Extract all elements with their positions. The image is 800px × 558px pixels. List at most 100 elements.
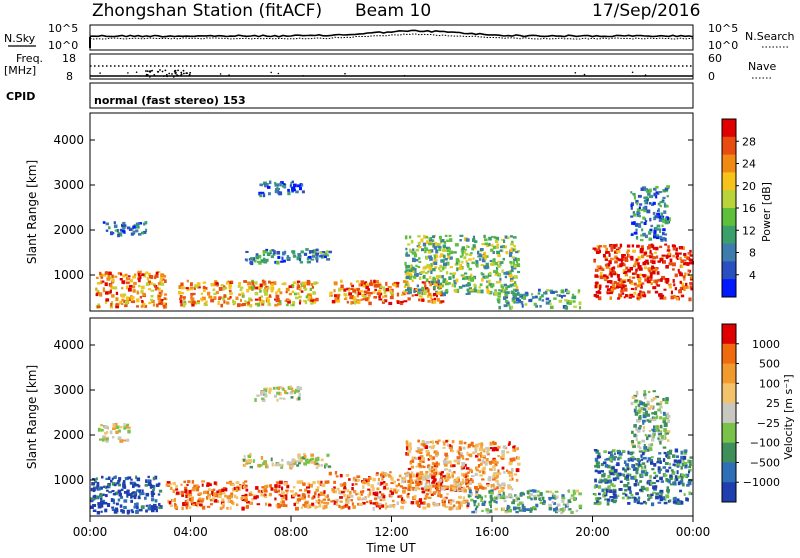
- heatmap-cell: [647, 191, 651, 196]
- heatmap-cell: [213, 292, 217, 296]
- heatmap-cell: [102, 287, 105, 291]
- heatmap-cell: [662, 411, 666, 416]
- heatmap-cell: [637, 496, 641, 500]
- heatmap-cell: [631, 396, 636, 399]
- heatmap-cell: [617, 247, 621, 250]
- heatmap-cell: [350, 300, 353, 305]
- heatmap-cell: [666, 249, 671, 252]
- heatmap-cell: [493, 500, 496, 503]
- heatmap-cell: [465, 458, 469, 461]
- heatmap-cell: [505, 251, 509, 255]
- heatmap-cell: [418, 474, 421, 478]
- heatmap-cell: [492, 251, 495, 254]
- heatmap-cell: [326, 254, 330, 257]
- heatmap-cell: [422, 443, 426, 447]
- heatmap-cell: [477, 458, 481, 462]
- heatmap-cell: [505, 300, 509, 303]
- heatmap-cell: [660, 434, 664, 439]
- heatmap-cell: [446, 262, 450, 266]
- heatmap-cell: [432, 491, 436, 495]
- heatmap-cell: [313, 300, 317, 304]
- heatmap-cell: [126, 489, 130, 494]
- heatmap-cell: [97, 289, 100, 292]
- heatmap-cell: [396, 300, 400, 304]
- heatmap-cell: [492, 440, 495, 445]
- heatmap-cell: [343, 487, 347, 490]
- heatmap-cell: [345, 498, 349, 502]
- heatmap-cell: [126, 423, 130, 426]
- heatmap-cell: [100, 510, 103, 513]
- heatmap-cell: [637, 262, 640, 266]
- heatmap-cell: [668, 451, 672, 455]
- heatmap-cell: [561, 499, 565, 503]
- heatmap-cell: [290, 181, 293, 185]
- heatmap-cell: [436, 242, 441, 247]
- heatmap-cell: [460, 455, 465, 458]
- heatmap-cell: [554, 290, 557, 293]
- heatmap-cell: [504, 511, 509, 514]
- heatmap-cell: [290, 396, 294, 399]
- heatmap-cell: [471, 261, 475, 265]
- heatmap-cell: [682, 458, 685, 462]
- heatmap-cell: [122, 274, 125, 278]
- heatmap-cell: [411, 279, 414, 282]
- heatmap-cell: [105, 300, 108, 304]
- heatmap-cell: [446, 493, 449, 496]
- heatmap-cell: [646, 255, 649, 258]
- heatmap-cell: [115, 430, 119, 434]
- heatmap-cell: [643, 266, 647, 270]
- heatmap-cell: [178, 290, 182, 295]
- heatmap-cell: [474, 472, 478, 476]
- heatmap-cell: [226, 301, 230, 305]
- heatmap-cell: [560, 295, 563, 299]
- heatmap-cell: [658, 433, 662, 436]
- heatmap-cell: [484, 242, 488, 246]
- colorbar-tick-label: 8: [749, 247, 756, 260]
- heatmap-cell: [500, 245, 504, 249]
- heatmap-cell: [118, 493, 122, 497]
- heatmap-cell: [415, 473, 419, 478]
- heatmap-cell: [666, 278, 670, 282]
- heatmap-cell: [362, 501, 366, 505]
- heatmap-cell: [307, 256, 312, 259]
- freq-point: [127, 72, 129, 74]
- heatmap-cell: [175, 485, 178, 489]
- heatmap-cell: [659, 204, 662, 208]
- heatmap-cell: [307, 260, 311, 264]
- heatmap-cell: [496, 447, 499, 452]
- heatmap-cell: [121, 229, 125, 233]
- heatmap-cell: [679, 500, 683, 504]
- heatmap-cell: [533, 496, 537, 501]
- heatmap-cell: [155, 483, 160, 487]
- heatmap-cell: [637, 459, 641, 463]
- heatmap-cell: [522, 296, 527, 300]
- heatmap-cell: [646, 400, 650, 405]
- heatmap-cell: [626, 466, 630, 469]
- heatmap-cell: [553, 494, 556, 497]
- heatmap-cell: [254, 298, 259, 301]
- heatmap-cell: [483, 466, 486, 469]
- heatmap-cell: [494, 262, 499, 266]
- heatmap-cell: [145, 282, 150, 286]
- heatmap-cell: [453, 459, 457, 463]
- heatmap-cell: [238, 282, 241, 286]
- heatmap-cell: [298, 489, 303, 492]
- heatmap-cell: [648, 269, 651, 272]
- heatmap-cell: [438, 491, 441, 495]
- heatmap-cell: [526, 508, 530, 511]
- heatmap-cell: [200, 292, 203, 295]
- heatmap-cell: [408, 269, 413, 273]
- heatmap-cell: [566, 299, 571, 302]
- heatmap-cell: [277, 255, 281, 259]
- heatmap-cell: [608, 260, 612, 265]
- heatmap-cell: [326, 258, 331, 261]
- heatmap-cell: [444, 479, 448, 482]
- heatmap-cell: [241, 506, 245, 511]
- heatmap-cell: [437, 494, 440, 497]
- y-tick-label: 2000: [53, 428, 84, 442]
- heatmap-cell: [480, 289, 484, 294]
- heatmap-cell: [189, 497, 192, 501]
- heatmap-cell: [261, 397, 265, 400]
- heatmap-cell: [607, 263, 611, 267]
- heatmap-cell: [426, 503, 431, 508]
